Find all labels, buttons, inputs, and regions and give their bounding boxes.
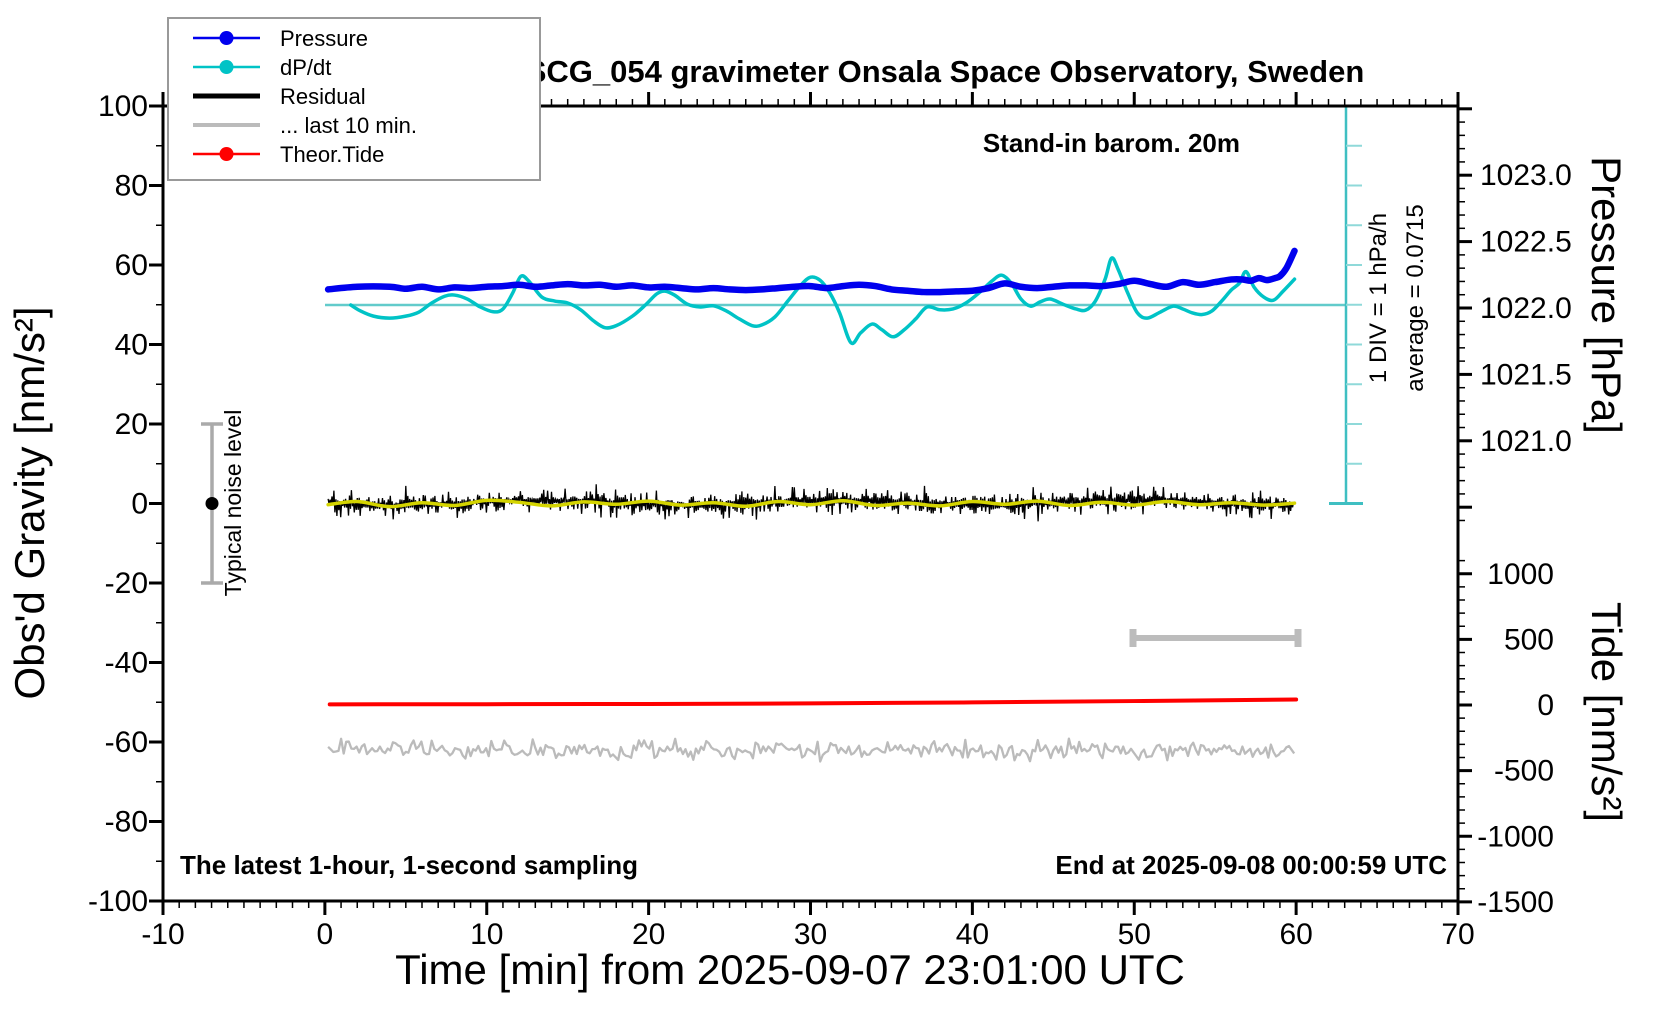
legend-sample-dot: [219, 147, 234, 161]
x-tick-label: 40: [956, 918, 989, 951]
x-tick-label: 50: [1118, 918, 1151, 951]
y-left-tick-label: 0: [131, 488, 148, 521]
pressure-tick-label: 1022.5: [1480, 226, 1572, 259]
data-curves: [324, 247, 1299, 763]
legend-item-label: Theor.Tide: [280, 142, 384, 167]
last10-span-bar: [1129, 629, 1302, 647]
tick-labels: -10 0 10 20 30 40 50 60 70100806040200-20-40-60-…: [88, 90, 1572, 951]
legend-items: Pressure dP/dt Residual ... last 10 min. The…: [193, 26, 417, 167]
y-left-tick-label: -40: [105, 647, 148, 680]
errorbar-center-dot: [205, 497, 219, 510]
tide-tick-label: 500: [1504, 623, 1554, 656]
last10-curve: [327, 737, 1296, 763]
tide-tick-label: -1500: [1477, 886, 1554, 919]
pressure-tick-label: 1022.0: [1480, 292, 1572, 325]
legend-item-label: ... last 10 min.: [280, 113, 417, 138]
y-left-tick-label: 60: [115, 249, 148, 282]
x-tick-label: 10: [470, 918, 503, 951]
y-left-tick-label: -80: [105, 806, 148, 839]
y-left-tick-label: -100: [88, 885, 148, 918]
x-tick-label: 60: [1279, 918, 1312, 951]
x-axis-title: Time [min] from 2025-09-07 23:01:00 UTC: [395, 946, 1185, 993]
x-tick-label: 70: [1441, 918, 1474, 951]
pressure-tick-label: 1021.0: [1480, 425, 1572, 458]
sampling-note: The latest 1-hour, 1-second sampling: [180, 850, 638, 880]
typical-noise-label: Typical noise level: [220, 410, 246, 597]
standin-note: Stand-in barom. 20m: [983, 128, 1240, 158]
y-left-tick-label: 40: [115, 329, 148, 362]
tide-tick-label: 0: [1537, 689, 1554, 722]
x-tick-label: 20: [632, 918, 665, 951]
legend-sample-dot: [219, 31, 234, 45]
div-scale-label: 1 DIV = 1 hPa/h: [1365, 213, 1392, 383]
typical-noise-errorbar: [201, 422, 223, 585]
y-left-tick-label: 20: [115, 408, 148, 441]
end-time-note: End at 2025-09-08 00:00:59 UTC: [1055, 850, 1447, 880]
tide-tick-label: 1000: [1487, 558, 1554, 591]
tide-axis-title: Tide [nm/s²]: [1583, 602, 1630, 822]
theor-tide-curve: [327, 697, 1299, 707]
y-left-axis-title: Obs'd Gravity [nm/s²]: [6, 306, 53, 699]
x-tick-label: 0: [317, 918, 334, 951]
chart-title: SCG_054 gravimeter Onsala Space Observat…: [526, 54, 1365, 89]
dpdt-curve: [349, 256, 1297, 346]
pressure-tick-label: 1021.5: [1480, 358, 1572, 391]
x-tick-label: 30: [794, 918, 827, 951]
pressure-curve: [324, 247, 1298, 296]
legend-item-label: Residual: [280, 84, 366, 109]
pressure-axis-title: Pressure [hPa]: [1583, 156, 1630, 434]
legend-item-label: Pressure: [280, 26, 368, 51]
y-left-tick-label: -20: [105, 567, 148, 600]
residual-smoothed-curve: [326, 498, 1297, 509]
tide-tick-label: -1000: [1477, 820, 1554, 853]
pressure-tick-label: 1023.0: [1480, 159, 1572, 192]
legend-item-label: dP/dt: [280, 55, 331, 80]
tide-tick-label: -500: [1494, 755, 1554, 788]
y-left-tick-label: 80: [115, 170, 148, 203]
y-left-tick-label: 100: [98, 90, 148, 123]
x-tick-label: -10: [141, 918, 184, 951]
legend: Pressure dP/dt Residual ... last 10 min. The…: [167, 17, 541, 181]
dpdt-scale-ticks: [1346, 105, 1362, 505]
legend-sample-dot: [219, 60, 234, 74]
plot-frame: [161, 104, 1460, 903]
y-left-tick-label: -60: [105, 726, 148, 759]
average-label: average = 0.0715: [1402, 204, 1429, 392]
